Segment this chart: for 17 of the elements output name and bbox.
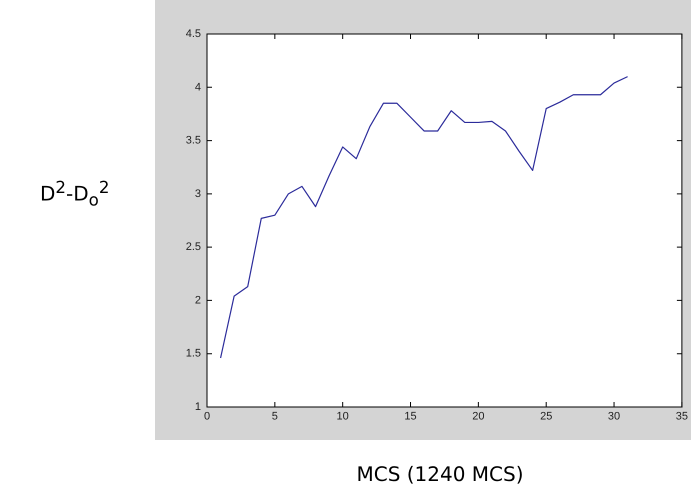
- x-tick-label: 5: [272, 410, 278, 423]
- y-tick-label: 1.5: [186, 348, 201, 360]
- y-tick-label: 2: [194, 294, 201, 306]
- x-tick-label: 30: [608, 410, 620, 423]
- y-tick-label: 3.5: [186, 134, 201, 147]
- x-tick-label: 15: [404, 410, 417, 423]
- x-tick-label: 0: [204, 410, 210, 423]
- x-tick-label: 35: [676, 410, 688, 423]
- y-tick-label: 1: [194, 401, 201, 414]
- y-tick-label: 4.5: [186, 28, 201, 40]
- y-tick-label: 4: [194, 81, 201, 94]
- x-tick-label: 10: [336, 410, 349, 423]
- y-tick-label: 2.5: [186, 241, 201, 254]
- x-tick-label: 25: [540, 410, 552, 423]
- y-tick-label: 3: [194, 188, 201, 200]
- x-axis-title: MCS (1240 MCS): [355, 462, 525, 486]
- x-tick-label: 20: [472, 410, 484, 423]
